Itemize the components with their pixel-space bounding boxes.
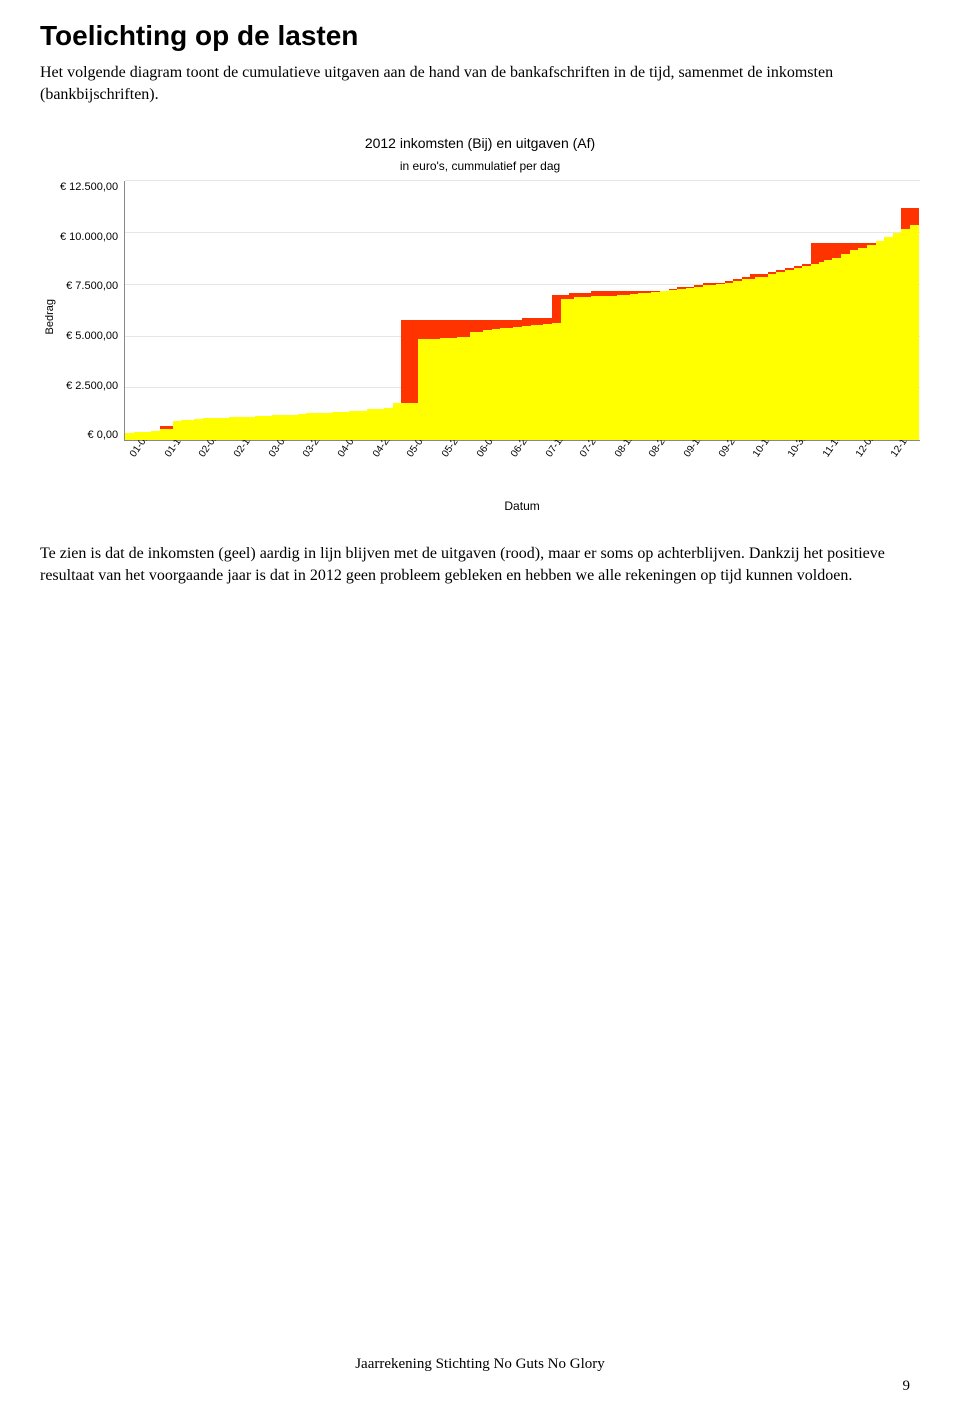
- page-number: 9: [903, 1378, 911, 1395]
- chart-container: 2012 inkomsten (Bij) en uitgaven (Af) in…: [40, 135, 920, 513]
- chart-title: 2012 inkomsten (Bij) en uitgaven (Af): [40, 135, 920, 151]
- y-tick-label: € 12.500,00: [60, 181, 118, 193]
- y-ticks: € 12.500,00 € 10.000,00 € 7.500,00 € 5.000,…: [60, 181, 124, 441]
- chart-plot: [124, 181, 920, 441]
- y-tick-label: € 5.000,00: [60, 330, 118, 342]
- footer-text: Jaarrekening Stichting No Guts No Glory: [0, 1356, 960, 1373]
- y-axis-label: Bedrag: [40, 299, 60, 334]
- y-tick-label: € 2.500,00: [60, 380, 118, 392]
- x-ticks: 01-0101-1702-0202-1803-0503-2104-0604-22…: [124, 445, 920, 495]
- body-paragraph: Te zien is dat de inkomsten (geel) aardi…: [40, 543, 920, 586]
- bar-inkomsten: [914, 225, 918, 440]
- y-tick-label: € 7.500,00: [60, 280, 118, 292]
- chart-subtitle: in euro's, cummulatief per dag: [40, 159, 920, 173]
- bar-slot: [914, 181, 918, 440]
- page-title: Toelichting op de lasten: [40, 20, 920, 52]
- y-tick-label: € 10.000,00: [60, 231, 118, 243]
- y-tick-label: € 0,00: [60, 429, 118, 441]
- x-axis-label: Datum: [124, 499, 920, 513]
- intro-paragraph: Het volgende diagram toont de cumulatiev…: [40, 62, 920, 105]
